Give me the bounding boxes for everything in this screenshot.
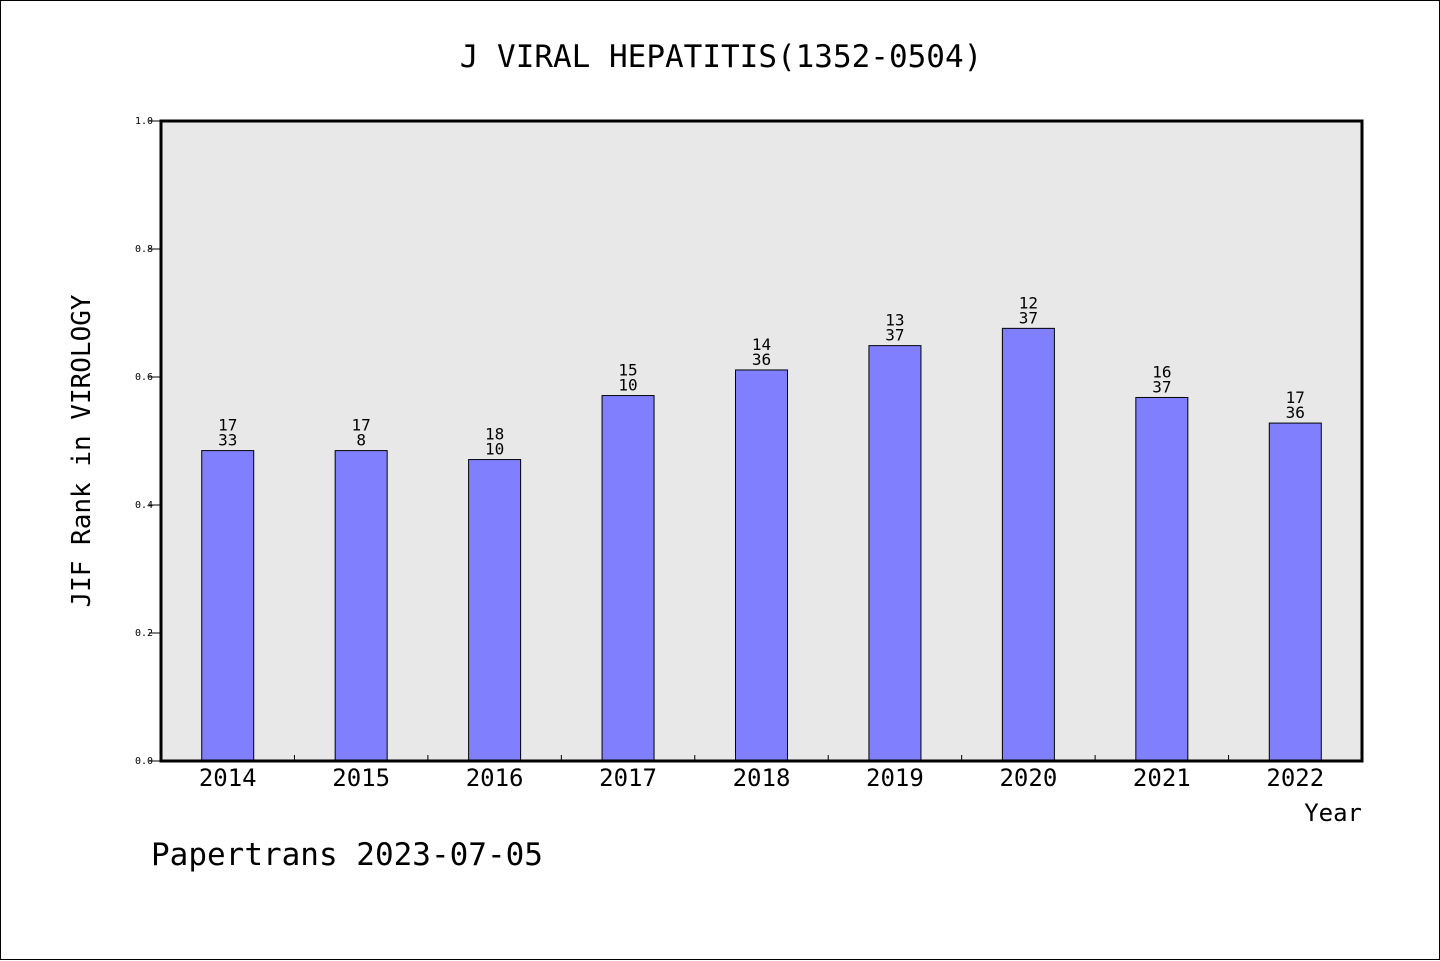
y-axis-ticks: 0.0 0.2 0.4 0.6 0.8 1.0 <box>135 116 161 767</box>
x-tick-label: 2022 <box>1266 764 1324 792</box>
bar-2018 <box>735 369 788 762</box>
bar-label-top: 12 <box>1019 293 1038 312</box>
x-tick-label: 2017 <box>599 764 657 792</box>
chart-title: J VIRAL HEPATITIS(1352-0504) <box>460 39 983 75</box>
bar-2021 <box>1135 396 1189 762</box>
bar-label-bottom: 10 <box>485 440 504 459</box>
y-tick-label: 0.6 <box>135 372 153 383</box>
bar-2019 <box>868 345 922 762</box>
x-tick-label: 2021 <box>1133 764 1191 792</box>
bar-label-bottom: 8 <box>356 431 366 450</box>
bar-label-bottom: 33 <box>218 431 237 450</box>
bar-label-bottom: 36 <box>752 350 771 369</box>
bar-label-top: 13 <box>885 311 904 330</box>
bar-2015 <box>334 450 388 762</box>
bar-2022 <box>1268 422 1322 762</box>
bar-series <box>201 327 1322 762</box>
y-tick-label: 0.2 <box>135 628 153 639</box>
bar-2017 <box>601 395 655 762</box>
bar-label-top: 16 <box>1152 362 1171 381</box>
bar-label-top: 17 <box>352 416 371 435</box>
x-tick-label: 2014 <box>199 764 257 792</box>
y-tick-label: 1.0 <box>135 116 153 127</box>
x-tick-label: 2015 <box>332 764 390 792</box>
plot-border <box>159 119 1364 763</box>
bar-label-top: 15 <box>618 361 637 380</box>
bar-label-top: 17 <box>218 416 237 435</box>
bar-2014 <box>201 450 255 762</box>
x-tick-label: 2016 <box>466 764 524 792</box>
bar-label-bottom: 37 <box>1152 377 1171 396</box>
y-tick-label: 0.0 <box>135 756 153 767</box>
bar-label-top: 17 <box>1286 388 1305 407</box>
x-tick-label: 2018 <box>733 764 791 792</box>
bar-2016 <box>468 459 522 762</box>
bar-label-top: 14 <box>752 335 771 354</box>
y-tick-label: 0.4 <box>135 500 153 511</box>
y-axis-label: JIF Rank in VIROLOGY <box>67 294 97 607</box>
y-tick-label: 0.8 <box>135 244 153 255</box>
x-axis-ticks: 2014 2015 2016 2017 2018 2019 2020 2021 2022 <box>199 755 1324 792</box>
x-tick-label: 2019 <box>866 764 924 792</box>
bar-label-bottom: 36 <box>1286 403 1305 422</box>
bar-2020 <box>1001 327 1055 762</box>
bar-label-bottom: 10 <box>618 376 637 395</box>
bar-label-bottom: 37 <box>885 326 904 345</box>
bar-label-top: 18 <box>485 425 504 444</box>
x-axis-label: Year <box>1304 799 1362 827</box>
bar-label-bottom: 37 <box>1019 308 1038 327</box>
footer-watermark: Papertrans 2023-07-05 <box>151 837 543 873</box>
x-tick-label: 2020 <box>999 764 1057 792</box>
